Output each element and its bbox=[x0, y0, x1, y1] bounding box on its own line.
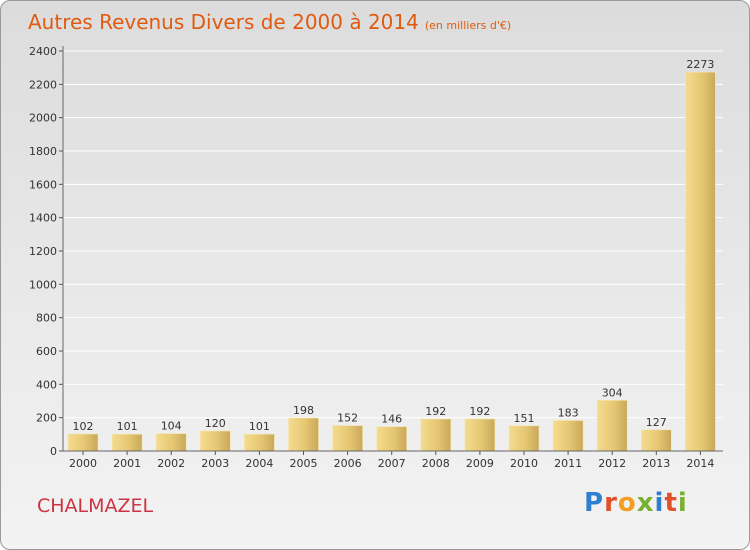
x-tick-label: 2012 bbox=[598, 457, 626, 470]
y-tick-label: 0 bbox=[50, 445, 57, 458]
bar-2012 bbox=[596, 400, 628, 452]
y-tick-label: 1000 bbox=[29, 278, 57, 291]
chart-title-text: Autres Revenus Divers de 2000 à 2014 bbox=[28, 10, 419, 34]
x-tick-label: 2007 bbox=[378, 457, 406, 470]
logo-letter: t bbox=[664, 488, 678, 518]
bar-value-label: 192 bbox=[425, 405, 446, 418]
x-tick-label: 2010 bbox=[510, 457, 538, 470]
bar-2000 bbox=[67, 433, 99, 452]
bar-2013 bbox=[640, 429, 672, 452]
bar-value-label: 104 bbox=[161, 420, 182, 433]
x-tick-label: 2003 bbox=[201, 457, 229, 470]
logo-letter: o bbox=[617, 488, 637, 518]
bar-2008 bbox=[420, 418, 452, 452]
x-tick-label: 2011 bbox=[554, 457, 582, 470]
y-tick-label: 200 bbox=[36, 412, 57, 425]
y-tick-label: 800 bbox=[36, 312, 57, 325]
bar-value-label: 146 bbox=[381, 413, 402, 426]
y-tick-label: 2000 bbox=[29, 112, 57, 125]
y-tick-label: 1400 bbox=[29, 212, 57, 225]
bar-2001 bbox=[111, 433, 143, 452]
bar-value-label: 152 bbox=[337, 412, 358, 425]
y-tick-label: 2200 bbox=[29, 78, 57, 91]
x-tick-label: 2008 bbox=[422, 457, 450, 470]
y-tick-label: 600 bbox=[36, 345, 57, 358]
y-tick-label: 1200 bbox=[29, 245, 57, 258]
bar-2014 bbox=[685, 71, 716, 452]
x-tick-label: 2006 bbox=[334, 457, 362, 470]
logo-letter: i bbox=[677, 488, 688, 518]
bar-2006 bbox=[332, 425, 363, 452]
bar-value-label: 101 bbox=[249, 420, 270, 433]
logo-letter: i bbox=[654, 488, 665, 518]
bar-value-label: 101 bbox=[117, 420, 138, 433]
y-tick-label: 1600 bbox=[29, 178, 57, 191]
bar-value-label: 198 bbox=[293, 404, 314, 417]
x-tick-label: 2009 bbox=[466, 457, 494, 470]
bar-value-label: 120 bbox=[205, 417, 226, 430]
bar-2003 bbox=[200, 430, 231, 452]
bar-2004 bbox=[244, 433, 275, 452]
bar-2007 bbox=[376, 426, 408, 452]
bar-value-label: 102 bbox=[73, 420, 94, 433]
chart-subtitle: (en milliers d'€) bbox=[424, 19, 512, 32]
logo-letter: r bbox=[604, 488, 618, 518]
bar-value-label: 151 bbox=[514, 412, 535, 425]
bar-value-label: 192 bbox=[469, 405, 490, 418]
x-tick-label: 2002 bbox=[157, 457, 185, 470]
bar-value-label: 2273 bbox=[686, 58, 714, 71]
y-tick-label: 1800 bbox=[29, 145, 57, 158]
bar-2009 bbox=[464, 418, 496, 452]
x-tick-label: 2001 bbox=[113, 457, 141, 470]
bar-2005 bbox=[288, 417, 319, 452]
x-tick-label: 2005 bbox=[290, 457, 318, 470]
bar-value-label: 127 bbox=[646, 416, 667, 429]
x-tick-label: 2013 bbox=[642, 457, 670, 470]
logo-letter: x bbox=[636, 488, 655, 518]
x-tick-label: 2014 bbox=[686, 457, 714, 470]
x-tick-label: 2004 bbox=[245, 457, 273, 470]
bar-value-label: 304 bbox=[602, 386, 623, 399]
bar-2002 bbox=[155, 433, 187, 452]
bar-value-label: 183 bbox=[558, 407, 579, 420]
chart-title: Autres Revenus Divers de 2000 à 2014 (en … bbox=[28, 10, 511, 34]
proxiti-logo: Proxiti bbox=[584, 488, 688, 518]
x-tick-label: 2000 bbox=[69, 457, 97, 470]
bar-2010 bbox=[508, 425, 540, 452]
y-tick-label: 400 bbox=[36, 378, 57, 391]
place-name: CHALMAZEL bbox=[37, 495, 154, 517]
bar-2011 bbox=[552, 420, 584, 452]
logo-letter: P bbox=[584, 488, 605, 518]
y-tick-label: 2400 bbox=[29, 45, 57, 58]
